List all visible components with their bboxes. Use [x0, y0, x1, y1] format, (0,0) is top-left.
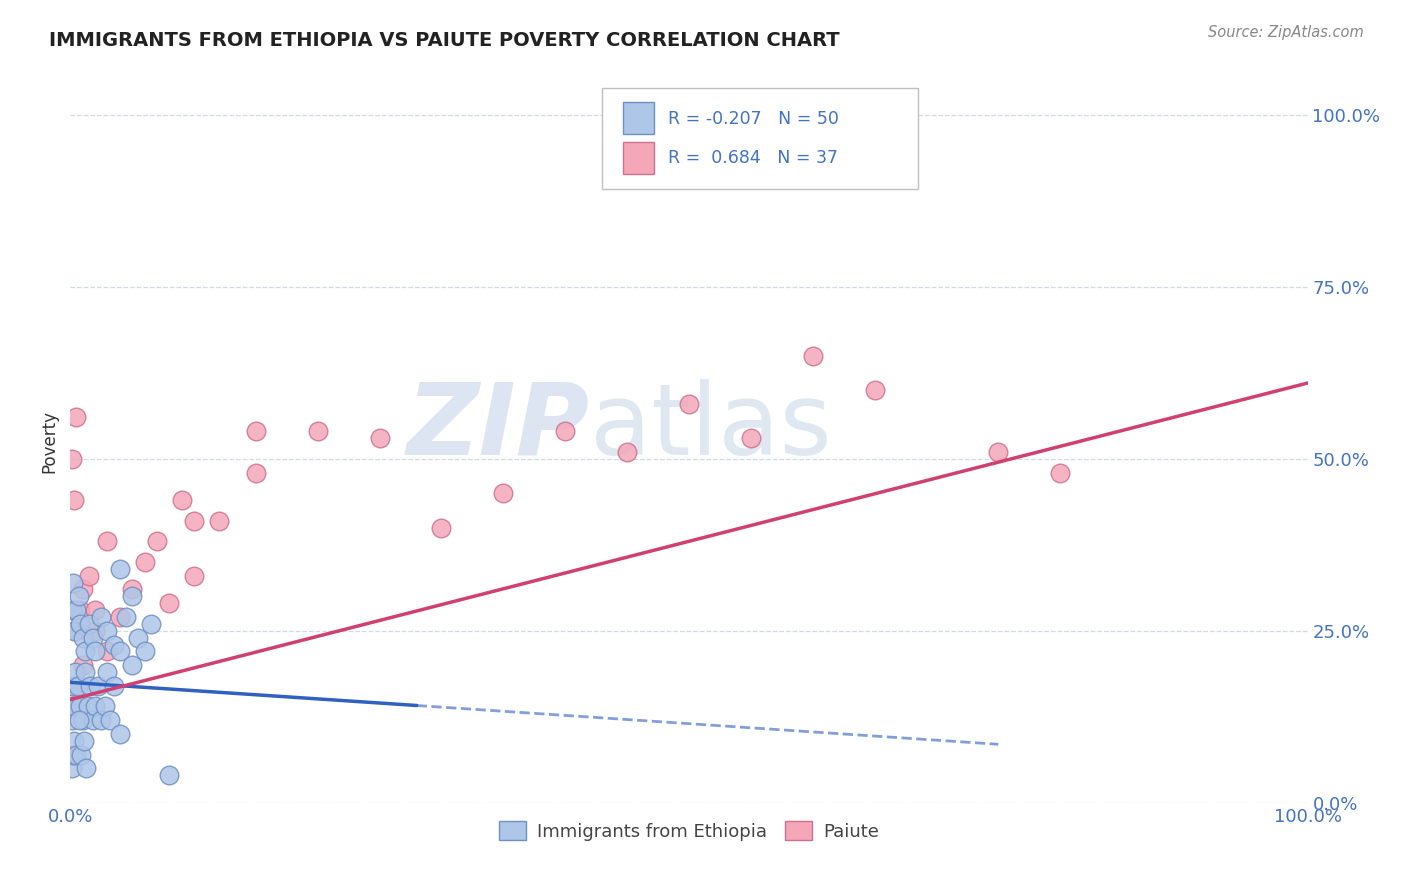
Point [66, 679, 89, 693]
Text: atlas: atlas [591, 378, 831, 475]
Point [72, 713, 94, 727]
Point [63, 493, 86, 508]
Point [86, 679, 108, 693]
Point [90, 610, 112, 624]
Point [72, 631, 94, 645]
Point [121, 590, 143, 604]
Point [60, 713, 83, 727]
Point [740, 431, 762, 445]
Point [430, 520, 453, 534]
Text: R = -0.207   N = 50: R = -0.207 N = 50 [668, 110, 839, 128]
Point [245, 466, 267, 480]
Point [103, 638, 125, 652]
FancyBboxPatch shape [623, 102, 654, 135]
Point [62, 679, 84, 693]
Point [96, 624, 118, 638]
Point [108, 644, 131, 658]
Point [69, 616, 91, 631]
Point [62, 747, 84, 762]
Point [183, 568, 205, 582]
Point [146, 534, 169, 549]
Point [103, 679, 125, 693]
Point [72, 658, 94, 673]
Point [108, 727, 131, 741]
Point [67, 713, 90, 727]
Point [72, 582, 94, 597]
Point [863, 383, 886, 397]
Point [84, 624, 107, 638]
Point [134, 555, 156, 569]
Point [170, 493, 193, 508]
Point [82, 713, 104, 727]
Point [60, 603, 83, 617]
Point [368, 431, 391, 445]
Point [63, 679, 86, 693]
Point [75, 644, 97, 658]
Point [65, 624, 87, 638]
Point [134, 644, 156, 658]
Point [98, 713, 121, 727]
Point [121, 582, 143, 597]
Point [208, 514, 231, 528]
Point [77, 568, 100, 582]
Point [108, 610, 131, 624]
Point [67, 590, 90, 604]
Point [492, 486, 515, 500]
Point [245, 424, 267, 438]
Point [554, 424, 576, 438]
Legend: Immigrants from Ethiopia, Paiute: Immigrants from Ethiopia, Paiute [492, 814, 886, 848]
Point [121, 658, 143, 673]
Point [183, 514, 205, 528]
Point [63, 624, 86, 638]
Point [127, 631, 149, 645]
Point [60, 761, 83, 775]
Point [65, 747, 87, 762]
Point [90, 713, 112, 727]
Point [801, 349, 824, 363]
Text: ZIP: ZIP [406, 378, 591, 475]
Point [678, 397, 700, 411]
Point [73, 734, 96, 748]
Point [82, 631, 104, 645]
Point [65, 410, 87, 425]
FancyBboxPatch shape [623, 142, 654, 174]
Point [65, 603, 87, 617]
Point [63, 699, 86, 714]
Point [77, 616, 100, 631]
Point [69, 699, 91, 714]
Point [157, 768, 180, 782]
Point [79, 679, 101, 693]
Point [307, 424, 329, 438]
Point [63, 734, 86, 748]
Point [96, 665, 118, 679]
Point [84, 644, 107, 658]
Text: IMMIGRANTS FROM ETHIOPIA VS PAIUTE POVERTY CORRELATION CHART: IMMIGRANTS FROM ETHIOPIA VS PAIUTE POVER… [49, 31, 839, 50]
Point [60, 699, 83, 714]
Y-axis label: Poverty: Poverty [41, 410, 59, 473]
Point [62, 575, 84, 590]
Point [75, 761, 97, 775]
Point [75, 665, 97, 679]
Point [157, 596, 180, 610]
Point [84, 699, 107, 714]
Point [76, 699, 98, 714]
Point [60, 451, 83, 466]
Point [108, 562, 131, 576]
Text: Source: ZipAtlas.com: Source: ZipAtlas.com [1208, 25, 1364, 40]
Point [94, 699, 117, 714]
Point [139, 616, 162, 631]
Point [96, 534, 118, 549]
Point [115, 610, 138, 624]
Point [84, 603, 107, 617]
Point [987, 445, 1010, 459]
Point [616, 445, 638, 459]
Point [65, 665, 87, 679]
Point [69, 603, 91, 617]
FancyBboxPatch shape [602, 87, 918, 189]
Point [96, 644, 118, 658]
Text: R =  0.684   N = 37: R = 0.684 N = 37 [668, 149, 838, 168]
Point [1049, 466, 1071, 480]
Point [70, 747, 93, 762]
